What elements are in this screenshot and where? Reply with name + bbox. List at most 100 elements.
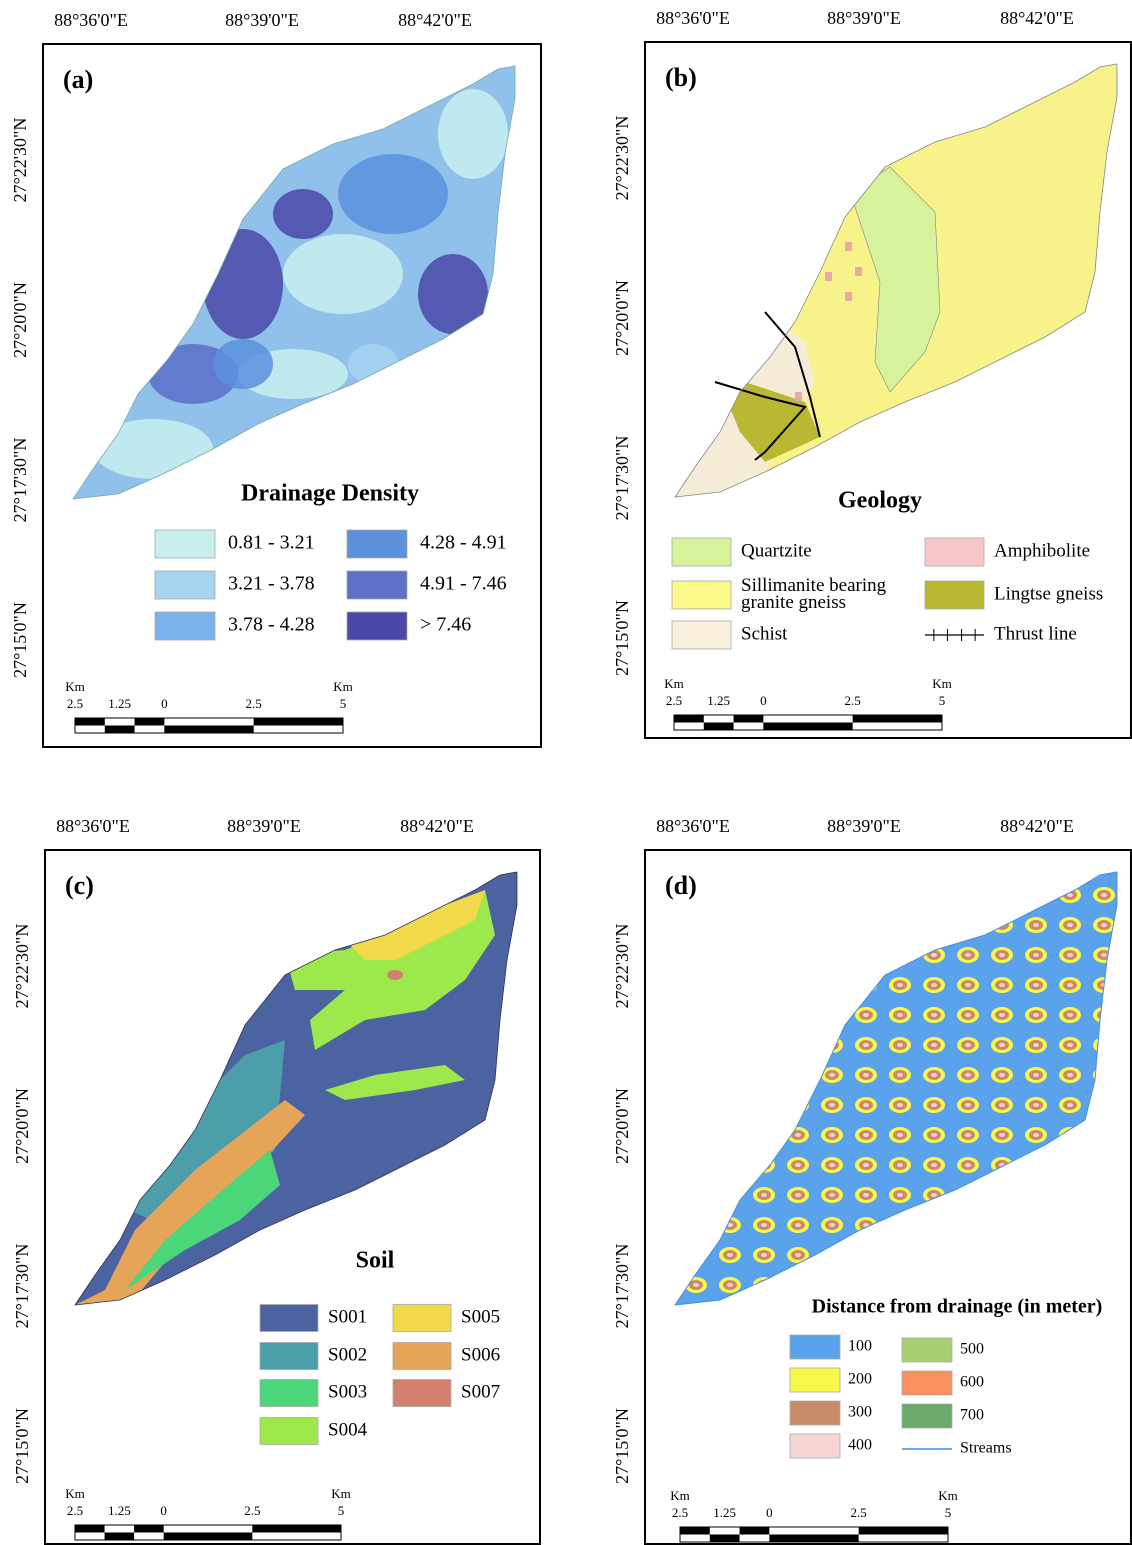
legend-label: Schist bbox=[741, 623, 788, 644]
legend-swatch bbox=[347, 571, 407, 599]
legend-label: 4.28 - 4.91 bbox=[420, 532, 507, 554]
legend-swatch bbox=[790, 1335, 840, 1359]
legend-label: 300 bbox=[848, 1404, 872, 1421]
scale-tick-label: 1.25 bbox=[707, 693, 730, 708]
density-zone bbox=[283, 234, 403, 314]
latitude-label: 27°20'0"N bbox=[612, 280, 632, 356]
scale-bar-segment bbox=[734, 715, 764, 723]
panel-label: (a) bbox=[63, 65, 93, 94]
scale-bar-segment bbox=[710, 1535, 740, 1543]
scale-tick-label: 1.25 bbox=[713, 1505, 736, 1520]
scale-tick-label: 0 bbox=[766, 1505, 773, 1520]
scale-unit: Km bbox=[331, 1486, 351, 1501]
longitude-label: 88°39'0"E bbox=[827, 816, 901, 836]
longitude-label: 88°42'0"E bbox=[398, 10, 472, 30]
latitude-label: 27°17'30"N bbox=[12, 1244, 32, 1329]
scale-bar-segment bbox=[75, 718, 105, 726]
latitude-label: 27°17'30"N bbox=[612, 436, 632, 521]
scale-bar-segment bbox=[859, 1527, 948, 1535]
scale-tick-label: 2.5 bbox=[845, 693, 861, 708]
amphibolite bbox=[795, 392, 802, 401]
latitude-label: 27°22'30"N bbox=[612, 116, 632, 201]
legend-label: S002 bbox=[328, 1344, 367, 1365]
legend-swatch bbox=[260, 1343, 318, 1370]
legend-swatch bbox=[925, 538, 984, 566]
latitude-label: 27°15'0"N bbox=[12, 1408, 32, 1484]
scale-bar-segment bbox=[252, 1525, 341, 1533]
scale-tick-label: 2.5 bbox=[246, 696, 262, 711]
legend-swatch bbox=[260, 1418, 318, 1445]
scale-bar-segment bbox=[769, 1535, 858, 1543]
latitude-label: 27°22'30"N bbox=[612, 924, 632, 1009]
latitude-label: 27°20'0"N bbox=[10, 282, 30, 358]
scale-tick-label: 2.5 bbox=[67, 696, 83, 711]
legend-swatch bbox=[902, 1404, 952, 1428]
scale-bar-segment bbox=[75, 1525, 105, 1533]
scale-bar-segment bbox=[105, 726, 135, 734]
scale-tick-label: 0 bbox=[161, 696, 168, 711]
scale-tick-label: 0 bbox=[760, 693, 767, 708]
latitude-label: 27°22'30"N bbox=[10, 118, 30, 203]
amphibolite bbox=[855, 267, 862, 276]
legend-swatch bbox=[155, 571, 215, 599]
amphibolite bbox=[845, 292, 852, 301]
panel-label: (b) bbox=[665, 63, 697, 92]
scale-tick-label: 1.25 bbox=[108, 696, 131, 711]
density-zone bbox=[213, 339, 273, 389]
latitude-label: 27°20'0"N bbox=[12, 1088, 32, 1164]
legend-label: Streams bbox=[960, 1440, 1012, 1457]
legend-swatch bbox=[347, 612, 407, 640]
legend-swatch bbox=[925, 581, 984, 609]
scale-tick-label: 2.5 bbox=[666, 693, 682, 708]
legend-swatch bbox=[260, 1380, 318, 1407]
scale-bar-segment bbox=[134, 1525, 164, 1533]
scale-bar-segment bbox=[704, 723, 734, 731]
longitude-label: 88°36'0"E bbox=[656, 816, 730, 836]
density-zone bbox=[273, 189, 333, 239]
s007 bbox=[387, 970, 403, 980]
latitude-label: 27°15'0"N bbox=[10, 602, 30, 678]
legend-swatch bbox=[393, 1380, 451, 1407]
scale-bar-segment bbox=[254, 718, 343, 726]
longitude-label: 88°39'0"E bbox=[227, 816, 301, 836]
scale-bar-segment bbox=[740, 1527, 770, 1535]
scale-unit: Km bbox=[65, 679, 85, 694]
scale-bar-segment bbox=[135, 718, 165, 726]
legend-label: 100 bbox=[848, 1338, 872, 1355]
longitude-label: 88°42'0"E bbox=[1000, 8, 1074, 28]
legend-swatch bbox=[790, 1434, 840, 1458]
legend-label: 600 bbox=[960, 1374, 984, 1391]
longitude-label: 88°36'0"E bbox=[56, 816, 130, 836]
legend-swatch bbox=[155, 530, 215, 558]
legend-label: Amphibolite bbox=[994, 540, 1090, 561]
latitude-label: 27°20'0"N bbox=[612, 1088, 632, 1164]
legend-swatch bbox=[155, 612, 215, 640]
panel-label: (d) bbox=[665, 871, 697, 900]
legend-swatch bbox=[260, 1305, 318, 1332]
map-panel: 88°36'0"E 88°39'0"E 88°42'0"E 27°22'30"N 27°… bbox=[612, 8, 1131, 738]
legend-swatch bbox=[393, 1305, 451, 1332]
legend-label: S006 bbox=[461, 1344, 500, 1365]
legend-title: Soil bbox=[356, 1248, 395, 1274]
longitude-label: 88°36'0"E bbox=[656, 8, 730, 28]
longitude-label: 88°39'0"E bbox=[827, 8, 901, 28]
legend-swatch bbox=[902, 1371, 952, 1395]
legend-label: 400 bbox=[848, 1437, 872, 1454]
amphibolite bbox=[825, 272, 832, 281]
scale-bar-segment bbox=[763, 723, 852, 731]
scale-tick-label: 1.25 bbox=[108, 1503, 131, 1518]
legend-title: Geology bbox=[838, 488, 922, 514]
scale-tick-label: 5 bbox=[945, 1505, 952, 1520]
scale-unit: Km bbox=[670, 1488, 690, 1503]
legend-title: Drainage Density bbox=[241, 481, 419, 507]
legend-title: Distance from drainage (in meter) bbox=[812, 1296, 1103, 1318]
figure: 88°36'0"E 88°39'0"E 88°42'0"E 27°22'30"N 27°… bbox=[0, 0, 1132, 1545]
density-zone bbox=[338, 154, 448, 234]
latitude-label: 27°17'30"N bbox=[10, 438, 30, 523]
page: 88°36'0"E 88°39'0"E 88°42'0"E 27°22'30"N 27°… bbox=[0, 0, 1132, 1545]
legend-swatch bbox=[790, 1368, 840, 1392]
legend-label: 500 bbox=[960, 1341, 984, 1358]
latitude-label: 27°22'30"N bbox=[12, 924, 32, 1009]
scale-tick-label: 5 bbox=[340, 696, 347, 711]
